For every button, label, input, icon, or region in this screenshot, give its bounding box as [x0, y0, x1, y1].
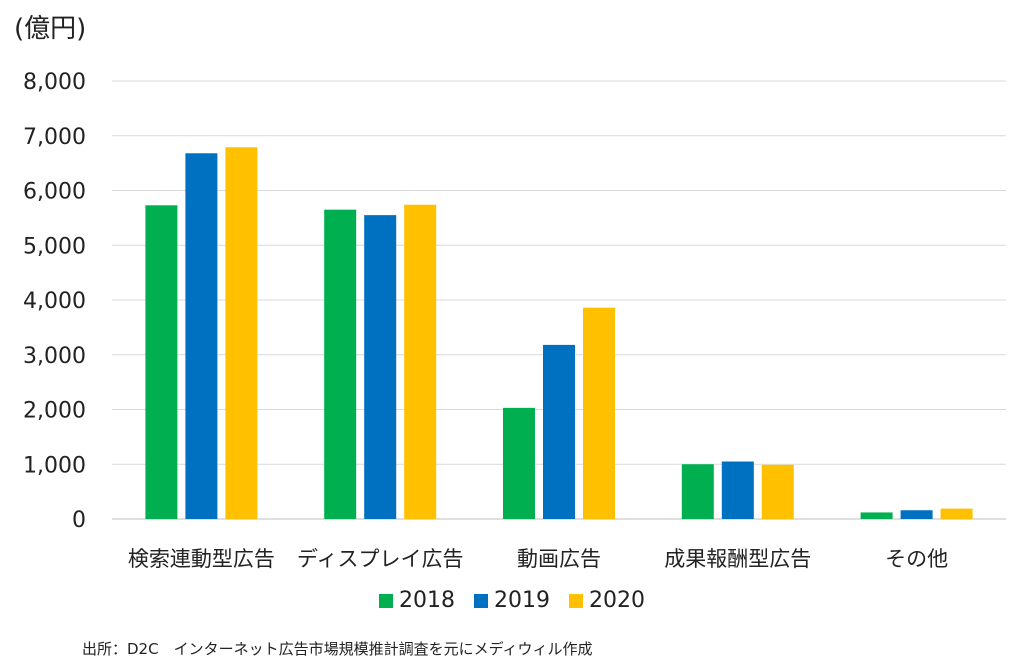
y-tick-label: 1,000 — [23, 453, 86, 478]
y-tick-label: 6,000 — [23, 180, 86, 205]
y-tick-label: 8,000 — [23, 70, 86, 95]
source-note: 出所：D2C インターネット広告市場規模推計調査を元にメディウィル作成 — [82, 640, 593, 658]
bar-2019-3 — [721, 461, 754, 519]
y-axis-unit-label: (億円) — [14, 14, 87, 44]
legend-swatch — [379, 593, 393, 608]
bar-2020-4 — [940, 508, 973, 519]
x-axis-ticks: 検索連動型広告 ディスプレイ広告 動画広告 成果報酬型広告 その他 — [128, 547, 948, 571]
bar-2020-3 — [761, 464, 794, 519]
y-tick-label: 3,000 — [23, 344, 86, 369]
x-tick-label: 成果報酬型広告 — [664, 547, 811, 571]
legend-swatch — [569, 593, 583, 608]
x-tick-label: その他 — [885, 547, 948, 571]
legend-item-2019: 2019 — [474, 588, 550, 613]
bar-2018-0 — [145, 205, 178, 519]
y-tick-label: 0 — [72, 508, 86, 533]
bar-2018-4 — [860, 512, 893, 519]
y-tick-label: 5,000 — [23, 234, 86, 259]
bars — [145, 147, 973, 520]
x-tick-label: 動画広告 — [517, 547, 601, 571]
legend: 2018 2019 2020 — [0, 588, 1024, 614]
y-axis-ticks: 0 1,000 2,000 3,000 4,000 5,000 6,000 7,000 8,00… — [23, 70, 86, 533]
legend-swatch — [474, 593, 488, 608]
bar-chart: 0 1,000 2,000 3,000 4,000 5,000 6,000 7,000 8,00… — [23, 70, 1006, 571]
bar-2020-0 — [225, 147, 258, 519]
bar-2018-3 — [681, 464, 714, 519]
legend-label: 2019 — [494, 588, 550, 613]
bar-2019-1 — [364, 215, 397, 519]
bar-2020-2 — [583, 307, 615, 519]
y-tick-label: 4,000 — [23, 289, 86, 314]
bar-2018-1 — [324, 209, 357, 519]
x-tick-label: ディスプレイ広告 — [297, 547, 464, 571]
legend-label: 2018 — [399, 588, 455, 613]
bar-2020-1 — [404, 204, 437, 520]
y-tick-label: 2,000 — [23, 399, 86, 424]
legend-item-2020: 2020 — [569, 588, 645, 613]
x-tick-label: 検索連動型広告 — [128, 547, 275, 571]
bar-2018-2 — [503, 407, 535, 519]
bar-2019-2 — [543, 344, 575, 519]
bar-2019-4 — [900, 510, 933, 519]
y-tick-label: 7,000 — [23, 125, 86, 150]
legend-label: 2020 — [589, 588, 645, 613]
legend-item-2018: 2018 — [379, 588, 455, 613]
bar-2019-0 — [185, 153, 218, 519]
